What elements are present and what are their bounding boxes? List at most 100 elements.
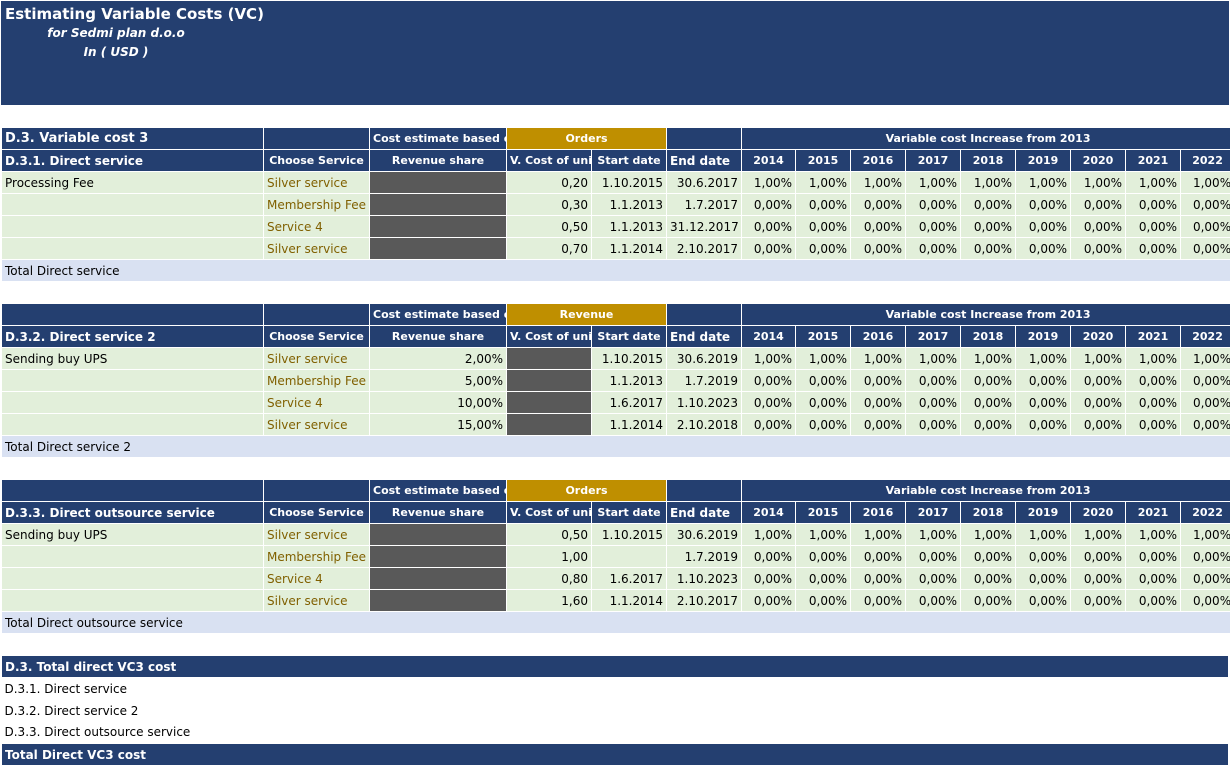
increase-rate-input[interactable]: 0,00% xyxy=(1125,215,1181,238)
increase-rate-input[interactable]: 1,00% xyxy=(905,523,961,546)
increase-rate-input[interactable]: 0,00% xyxy=(905,369,961,392)
summary-item[interactable]: D.3.1. Direct service xyxy=(1,677,1229,700)
end-date-input[interactable]: 2.10.2017 xyxy=(666,237,742,260)
row-name[interactable]: Processing Fee xyxy=(1,171,264,194)
increase-rate-input[interactable]: 0,00% xyxy=(741,391,796,414)
service-select[interactable]: Silver service xyxy=(263,347,370,370)
start-date-input[interactable] xyxy=(591,545,667,568)
increase-rate-input[interactable]: 0,00% xyxy=(960,545,1016,568)
increase-rate-input[interactable]: 1,00% xyxy=(741,347,796,370)
increase-rate-input[interactable]: 0,00% xyxy=(1179,391,1230,414)
start-date-input[interactable]: 1.1.2013 xyxy=(591,369,667,392)
increase-rate-input[interactable]: 0,00% xyxy=(850,193,906,216)
increase-rate-input[interactable]: 0,00% xyxy=(741,567,796,590)
increase-rate-input[interactable]: 0,00% xyxy=(1070,413,1126,436)
increase-rate-input[interactable]: 0,00% xyxy=(1015,215,1071,238)
increase-rate-input[interactable]: 1,00% xyxy=(960,523,1016,546)
increase-rate-input[interactable]: 0,00% xyxy=(741,589,796,612)
start-date-input[interactable]: 1.1.2014 xyxy=(591,237,667,260)
increase-rate-input[interactable]: 0,00% xyxy=(850,391,906,414)
increase-rate-input[interactable]: 0,00% xyxy=(960,391,1016,414)
v-cost-input[interactable]: 1,00 xyxy=(506,545,592,568)
end-date-input[interactable]: 30.6.2017 xyxy=(666,171,742,194)
increase-rate-input[interactable]: 0,00% xyxy=(1179,215,1230,238)
row-name[interactable] xyxy=(1,215,264,238)
increase-rate-input[interactable]: 1,00% xyxy=(850,171,906,194)
increase-rate-input[interactable]: 0,00% xyxy=(960,413,1016,436)
increase-rate-input[interactable]: 0,00% xyxy=(850,567,906,590)
increase-rate-input[interactable]: 0,00% xyxy=(960,589,1016,612)
end-date-input[interactable]: 1.10.2023 xyxy=(666,567,742,590)
row-name[interactable] xyxy=(1,193,264,216)
row-name[interactable] xyxy=(1,567,264,590)
row-name[interactable]: Sending buy UPS xyxy=(1,523,264,546)
increase-rate-input[interactable]: 0,00% xyxy=(795,215,851,238)
v-cost-input[interactable]: 0,50 xyxy=(506,523,592,546)
start-date-input[interactable]: 1.1.2013 xyxy=(591,215,667,238)
increase-rate-input[interactable]: 1,00% xyxy=(1015,347,1071,370)
revenue-share-input[interactable]: 10,00% xyxy=(369,391,507,414)
increase-rate-input[interactable]: 0,00% xyxy=(741,215,796,238)
v-cost-input[interactable]: 0,20 xyxy=(506,171,592,194)
increase-rate-input[interactable]: 1,00% xyxy=(1015,171,1071,194)
increase-rate-input[interactable]: 0,00% xyxy=(905,413,961,436)
service-select[interactable]: Membership Fee xyxy=(263,545,370,568)
service-select[interactable]: Service 4 xyxy=(263,391,370,414)
revenue-share-input[interactable]: 15,00% xyxy=(369,413,507,436)
increase-rate-input[interactable]: 0,00% xyxy=(1125,369,1181,392)
increase-rate-input[interactable]: 0,00% xyxy=(795,589,851,612)
increase-rate-input[interactable]: 0,00% xyxy=(1125,545,1181,568)
start-date-input[interactable]: 1.6.2017 xyxy=(591,567,667,590)
increase-rate-input[interactable]: 1,00% xyxy=(1179,171,1230,194)
increase-rate-input[interactable]: 1,00% xyxy=(741,523,796,546)
increase-rate-input[interactable]: 1,00% xyxy=(960,171,1016,194)
increase-rate-input[interactable]: 0,00% xyxy=(1015,193,1071,216)
increase-rate-input[interactable]: 1,00% xyxy=(795,523,851,546)
v-cost-input[interactable]: 1,60 xyxy=(506,589,592,612)
end-date-input[interactable]: 2.10.2017 xyxy=(666,589,742,612)
increase-rate-input[interactable]: 0,00% xyxy=(905,589,961,612)
v-cost-input[interactable]: 0,30 xyxy=(506,193,592,216)
end-date-input[interactable]: 1.7.2019 xyxy=(666,545,742,568)
start-date-input[interactable]: 1.10.2015 xyxy=(591,347,667,370)
increase-rate-input[interactable]: 1,00% xyxy=(1070,523,1126,546)
increase-rate-input[interactable]: 1,00% xyxy=(850,347,906,370)
increase-rate-input[interactable]: 0,00% xyxy=(795,413,851,436)
end-date-input[interactable]: 1.10.2023 xyxy=(666,391,742,414)
increase-rate-input[interactable]: 0,00% xyxy=(1015,237,1071,260)
increase-rate-input[interactable]: 0,00% xyxy=(1179,567,1230,590)
increase-rate-input[interactable]: 0,00% xyxy=(960,567,1016,590)
increase-rate-input[interactable]: 0,00% xyxy=(1070,215,1126,238)
increase-rate-input[interactable]: 0,00% xyxy=(1015,391,1071,414)
increase-rate-input[interactable]: 0,00% xyxy=(850,237,906,260)
row-name[interactable] xyxy=(1,369,264,392)
summary-item[interactable]: D.3.2. Direct service 2 xyxy=(1,699,1229,722)
increase-rate-input[interactable]: 0,00% xyxy=(850,369,906,392)
increase-rate-input[interactable]: 0,00% xyxy=(741,413,796,436)
increase-rate-input[interactable]: 1,00% xyxy=(795,171,851,194)
increase-rate-input[interactable]: 0,00% xyxy=(795,237,851,260)
increase-rate-input[interactable]: 0,00% xyxy=(1179,369,1230,392)
increase-rate-input[interactable]: 1,00% xyxy=(1125,523,1181,546)
service-select[interactable]: Membership Fee xyxy=(263,369,370,392)
increase-rate-input[interactable]: 0,00% xyxy=(905,237,961,260)
increase-rate-input[interactable]: 0,00% xyxy=(741,369,796,392)
increase-rate-input[interactable]: 1,00% xyxy=(741,171,796,194)
increase-rate-input[interactable]: 0,00% xyxy=(1070,391,1126,414)
service-select[interactable]: Membership Fee xyxy=(263,193,370,216)
increase-rate-input[interactable]: 0,00% xyxy=(960,193,1016,216)
increase-rate-input[interactable]: 0,00% xyxy=(850,215,906,238)
end-date-input[interactable]: 30.6.2019 xyxy=(666,347,742,370)
increase-rate-input[interactable]: 0,00% xyxy=(1070,193,1126,216)
increase-rate-input[interactable]: 0,00% xyxy=(1015,545,1071,568)
increase-rate-input[interactable]: 0,00% xyxy=(795,545,851,568)
increase-rate-input[interactable]: 0,00% xyxy=(1125,237,1181,260)
end-date-input[interactable]: 30.6.2019 xyxy=(666,523,742,546)
row-name[interactable] xyxy=(1,545,264,568)
increase-rate-input[interactable]: 0,00% xyxy=(1125,589,1181,612)
increase-rate-input[interactable]: 0,00% xyxy=(795,369,851,392)
increase-rate-input[interactable]: 0,00% xyxy=(795,391,851,414)
service-select[interactable]: Silver service xyxy=(263,413,370,436)
increase-rate-input[interactable]: 0,00% xyxy=(905,391,961,414)
increase-rate-input[interactable]: 1,00% xyxy=(1015,523,1071,546)
